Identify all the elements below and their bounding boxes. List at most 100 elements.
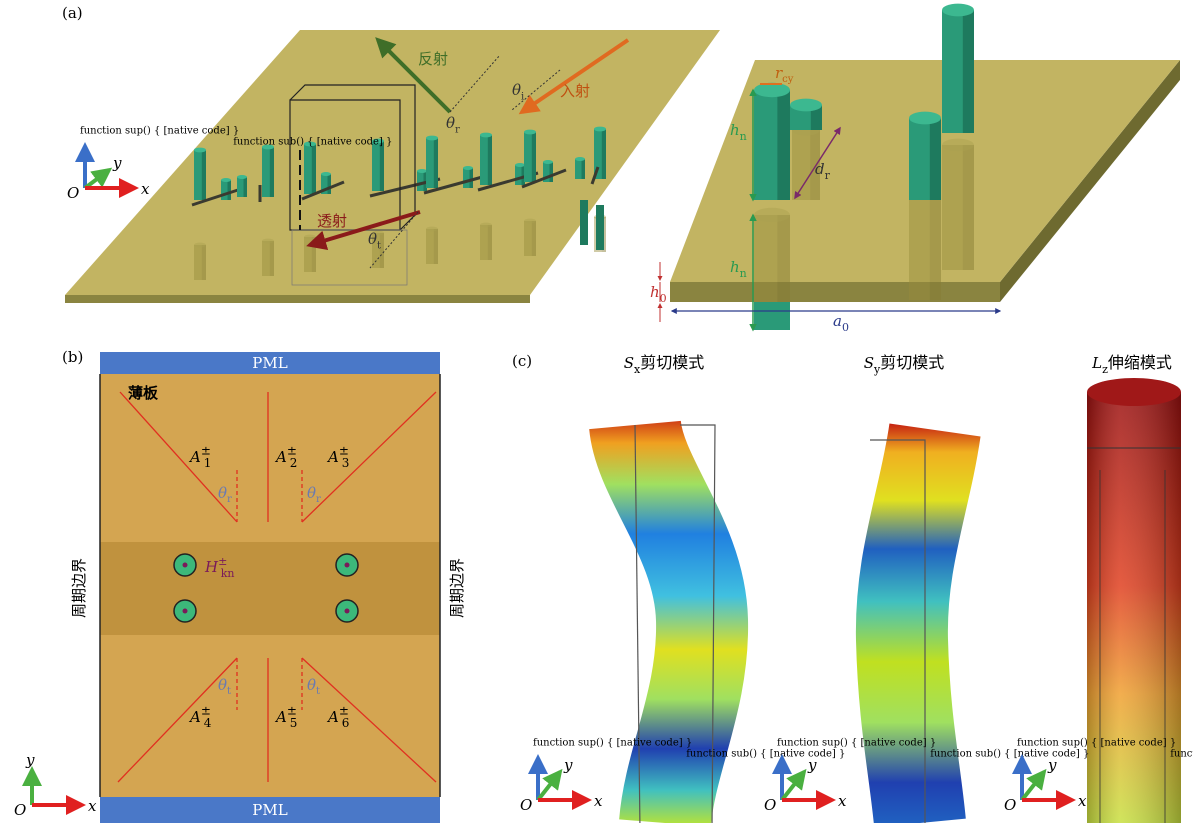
math-label: h0 (650, 283, 667, 305)
superscript: function sup() { [native code] } (533, 737, 692, 748)
math-label: Sx剪切模式 (624, 353, 705, 376)
symbol-base: A (326, 448, 339, 466)
symbol-base: L (1091, 354, 1102, 372)
page: {"panel_a":{"label":"(a)","reflect":"反射"… (0, 0, 1193, 823)
symbol-base: h (730, 121, 740, 139)
axis-label: O (1004, 796, 1016, 814)
pillar-shade (963, 10, 974, 133)
symbol-base: A (326, 708, 339, 726)
pillar-shade (270, 241, 274, 276)
pillar-shade (602, 129, 606, 179)
label: PML (252, 801, 287, 819)
symbol-base: d (815, 160, 825, 178)
pillar-shade (434, 138, 438, 188)
superscript: function sup() { [native code] } (777, 737, 936, 748)
symbol-base: H (204, 558, 219, 576)
subscript: n (740, 130, 747, 143)
subscript: 5 (290, 716, 298, 730)
arrow (85, 170, 109, 188)
pillar-top (262, 239, 274, 244)
pillar-center (345, 609, 350, 614)
pillar-shade (532, 132, 536, 182)
axis-label: O (67, 184, 79, 202)
axis-label: x (1078, 792, 1087, 810)
pillar-top (480, 223, 492, 228)
symbol-base: A (274, 448, 287, 466)
subscript: r (825, 169, 831, 182)
label: 透射 (317, 212, 347, 230)
pillar-top (480, 133, 492, 138)
pillar-shade (202, 245, 206, 280)
plate-side (670, 282, 1000, 302)
plate (65, 30, 720, 295)
pillar-shade (963, 145, 974, 270)
figure: (a)反射θr入射θi透射θtfunction sup() { [native … (0, 0, 1193, 823)
label: 周期边界 (70, 558, 88, 618)
label: (b) (62, 348, 83, 366)
pillar-shade (582, 159, 586, 179)
symbol-base: θ (512, 81, 521, 99)
pillar-shade (930, 118, 941, 200)
pillar-top (426, 136, 438, 141)
math-label: Lz伸缩模式 (1091, 353, 1172, 376)
label: PML (252, 354, 287, 372)
pillar-top (942, 4, 974, 17)
pillar-top (524, 130, 536, 135)
pillar-top (594, 127, 606, 132)
pillar-center (345, 563, 350, 568)
pillar-top (221, 178, 231, 182)
axis-label: y (112, 154, 122, 172)
subscript: r (316, 494, 321, 505)
pillar-top (942, 139, 974, 152)
pillar-shade (488, 135, 492, 185)
superscript: function sup() { [native code] } (1017, 737, 1176, 748)
symbol-base: θ (446, 114, 455, 132)
pillar-shade (488, 225, 492, 260)
subscript: i (521, 92, 524, 103)
axis-label: y (1047, 756, 1057, 774)
subscript: t (316, 686, 320, 697)
pillar-top (463, 166, 473, 170)
pillar-top (790, 99, 822, 112)
subscript: function sub() { [native code] } (1170, 749, 1193, 760)
subscript: kn (221, 567, 235, 580)
superscript: function sup() { [native code] } (80, 125, 239, 136)
bent-tube (902, 430, 935, 823)
pillar-center (183, 563, 188, 568)
pillar-region (100, 542, 440, 635)
pillar-shade (328, 174, 332, 194)
symbol-base: h (650, 283, 660, 301)
subscript: cy (782, 74, 794, 85)
symbol-base: θ (218, 676, 227, 694)
pillar-top (194, 148, 206, 153)
symbol-base: θ (218, 484, 227, 502)
pillar-shade (202, 150, 206, 200)
label: 入射 (560, 82, 590, 100)
subscript: 0 (660, 292, 667, 305)
symbol-base: θ (368, 230, 377, 248)
axis-label: O (14, 801, 26, 819)
symbol-base: A (188, 448, 201, 466)
pillar (580, 200, 588, 245)
pillar-top (909, 112, 941, 125)
mode-text: 伸缩模式 (1108, 353, 1172, 372)
pillar-top (575, 157, 585, 161)
symbol-base: θ (307, 676, 316, 694)
pillar-top (524, 219, 536, 224)
axis-label: y (563, 756, 573, 774)
pillar-shade (550, 162, 554, 182)
symbol-base: θ (307, 484, 316, 502)
symbol-base: S (624, 354, 634, 372)
subscript: function sub() { [native code] } (233, 137, 392, 148)
subscript: t (227, 686, 231, 697)
plate-side (65, 295, 530, 303)
rod-shade (1087, 392, 1181, 823)
pillar-shade (244, 177, 248, 197)
label: 反射 (418, 50, 448, 68)
rod-top (1087, 378, 1181, 406)
subscript: function sub() { [native code] } (686, 749, 845, 760)
axis-label: y (25, 751, 35, 769)
axis-label: x (88, 797, 97, 815)
axis-label: O (764, 796, 776, 814)
pillar-top (194, 243, 206, 248)
